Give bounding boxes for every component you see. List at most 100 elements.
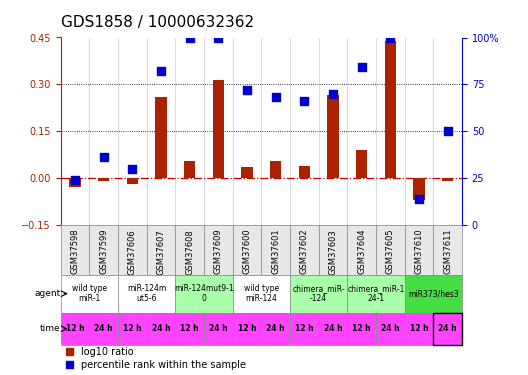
Bar	[347, 274, 404, 313]
Text: 12 h: 12 h	[352, 324, 371, 333]
Text: GSM37600: GSM37600	[242, 229, 251, 274]
Bar	[233, 313, 261, 345]
Text: 12 h: 12 h	[181, 324, 199, 333]
Bar	[290, 274, 347, 313]
Bar	[61, 225, 89, 274]
Point	[214, 34, 223, 40]
Point	[329, 91, 337, 97]
Bar	[233, 225, 261, 274]
Point	[128, 166, 137, 172]
Text: chimera_miR-1
24-1: chimera_miR-1 24-1	[347, 284, 404, 303]
Text: GSM37606: GSM37606	[128, 229, 137, 274]
Bar	[327, 95, 339, 178]
Bar	[98, 178, 109, 181]
Text: GSM37608: GSM37608	[185, 229, 194, 274]
Bar	[290, 313, 319, 345]
Text: GSM37599: GSM37599	[99, 229, 108, 274]
Text: 24 h: 24 h	[95, 324, 113, 333]
Bar	[347, 313, 376, 345]
Text: GSM37598: GSM37598	[71, 229, 80, 274]
Bar	[69, 178, 81, 188]
Legend: log10 ratio, percentile rank within the sample: log10 ratio, percentile rank within the …	[65, 347, 246, 370]
Bar	[299, 165, 310, 178]
Text: miR373/hes3: miR373/hes3	[408, 289, 459, 298]
Text: GSM37607: GSM37607	[156, 229, 166, 274]
Text: 12 h: 12 h	[123, 324, 142, 333]
Bar	[175, 274, 233, 313]
Bar	[270, 161, 281, 178]
Bar	[127, 178, 138, 184]
Bar	[356, 150, 367, 178]
Bar	[213, 80, 224, 178]
Bar	[204, 313, 233, 345]
Bar	[319, 225, 347, 274]
Point	[99, 154, 108, 160]
Bar	[204, 225, 233, 274]
Text: 12 h: 12 h	[238, 324, 256, 333]
Point	[300, 98, 308, 104]
Bar	[376, 313, 404, 345]
Bar	[433, 313, 462, 345]
Text: 24 h: 24 h	[267, 324, 285, 333]
Bar	[442, 178, 454, 181]
Bar	[376, 225, 404, 274]
Bar	[233, 274, 290, 313]
Bar	[61, 313, 89, 345]
Text: chimera_miR-
-124: chimera_miR- -124	[293, 284, 345, 303]
Bar	[433, 225, 462, 274]
Bar	[118, 313, 147, 345]
Text: GDS1858 / 10000632362: GDS1858 / 10000632362	[61, 15, 254, 30]
Text: miR-124m
ut5-6: miR-124m ut5-6	[127, 284, 166, 303]
Bar	[404, 313, 433, 345]
Text: GSM37611: GSM37611	[443, 229, 452, 274]
Point	[415, 196, 423, 202]
Bar	[184, 161, 195, 178]
Text: GSM37601: GSM37601	[271, 229, 280, 274]
Text: time: time	[40, 324, 61, 333]
Text: 12 h: 12 h	[66, 324, 84, 333]
Point	[357, 64, 366, 70]
Bar	[175, 313, 204, 345]
Bar	[347, 225, 376, 274]
Point	[157, 68, 165, 74]
Bar	[404, 225, 433, 274]
Text: agent: agent	[34, 289, 61, 298]
Text: 12 h: 12 h	[295, 324, 314, 333]
Point	[444, 128, 452, 134]
Bar	[384, 40, 396, 178]
Bar	[89, 313, 118, 345]
Text: 24 h: 24 h	[324, 324, 342, 333]
Bar	[155, 97, 167, 178]
Text: GSM37609: GSM37609	[214, 229, 223, 274]
Bar	[175, 225, 204, 274]
Text: GSM37604: GSM37604	[357, 229, 366, 274]
Text: GSM37602: GSM37602	[300, 229, 309, 274]
Bar	[118, 274, 175, 313]
Bar	[413, 178, 425, 200]
Text: miR-124mut9-1
0: miR-124mut9-1 0	[174, 284, 234, 303]
Bar	[61, 274, 118, 313]
Bar	[261, 313, 290, 345]
Bar	[147, 313, 175, 345]
Text: 12 h: 12 h	[410, 324, 428, 333]
Bar	[290, 225, 319, 274]
Bar	[261, 225, 290, 274]
Bar	[147, 225, 175, 274]
Point	[71, 177, 79, 183]
Point	[185, 34, 194, 40]
Text: wild type
miR-1: wild type miR-1	[72, 284, 107, 303]
Bar	[89, 225, 118, 274]
Bar	[319, 313, 347, 345]
Point	[271, 94, 280, 100]
Text: 24 h: 24 h	[209, 324, 228, 333]
Bar	[118, 225, 147, 274]
Text: 24 h: 24 h	[381, 324, 400, 333]
Bar	[241, 167, 253, 178]
Point	[243, 87, 251, 93]
Text: 24 h: 24 h	[438, 324, 457, 333]
Bar	[404, 274, 462, 313]
Point	[386, 34, 394, 40]
Text: GSM37605: GSM37605	[386, 229, 395, 274]
Text: GSM37610: GSM37610	[414, 229, 423, 274]
Text: 24 h: 24 h	[152, 324, 171, 333]
